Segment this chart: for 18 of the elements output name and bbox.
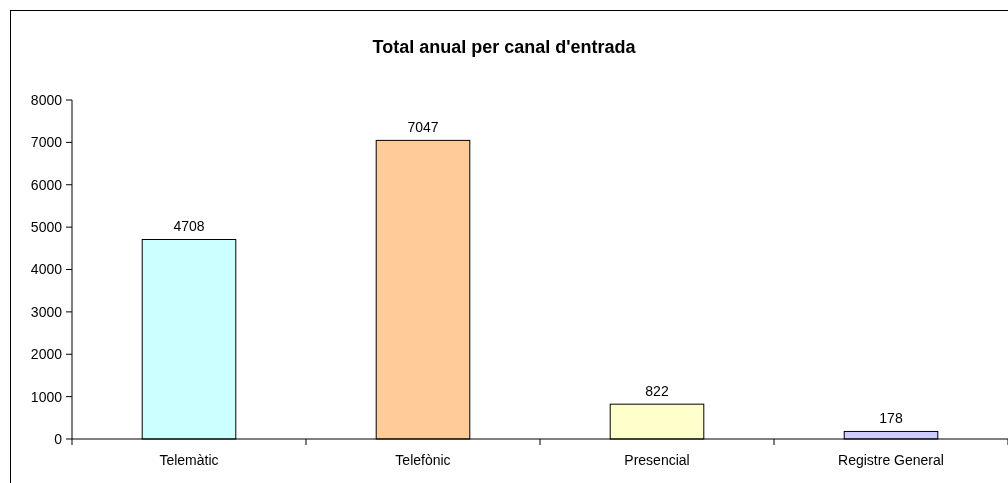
y-tick-label: 7000 bbox=[30, 134, 63, 151]
x-tick-label: Registre General bbox=[838, 452, 944, 468]
x-tick-label: Telemàtic bbox=[159, 452, 219, 468]
y-tick-label: 4000 bbox=[30, 261, 63, 278]
data-label: 822 bbox=[645, 383, 669, 400]
y-tick-label: 5000 bbox=[30, 219, 63, 236]
y-tick-label: 0 bbox=[54, 430, 63, 447]
y-tick-label: 1000 bbox=[30, 388, 63, 405]
data-label: 178 bbox=[879, 410, 903, 427]
y-tick-label: 6000 bbox=[30, 176, 63, 193]
y-tick-label: 2000 bbox=[30, 346, 63, 363]
y-tick-label: 8000 bbox=[30, 91, 63, 108]
x-tick-label: Presencial bbox=[624, 452, 690, 468]
chart-title: Total anual per canal d'entrada bbox=[372, 37, 637, 57]
x-tick-label: Telefònic bbox=[395, 452, 451, 468]
data-label: 4708 bbox=[173, 218, 205, 235]
y-tick-label: 3000 bbox=[30, 303, 63, 320]
data-label: 7047 bbox=[407, 119, 439, 136]
